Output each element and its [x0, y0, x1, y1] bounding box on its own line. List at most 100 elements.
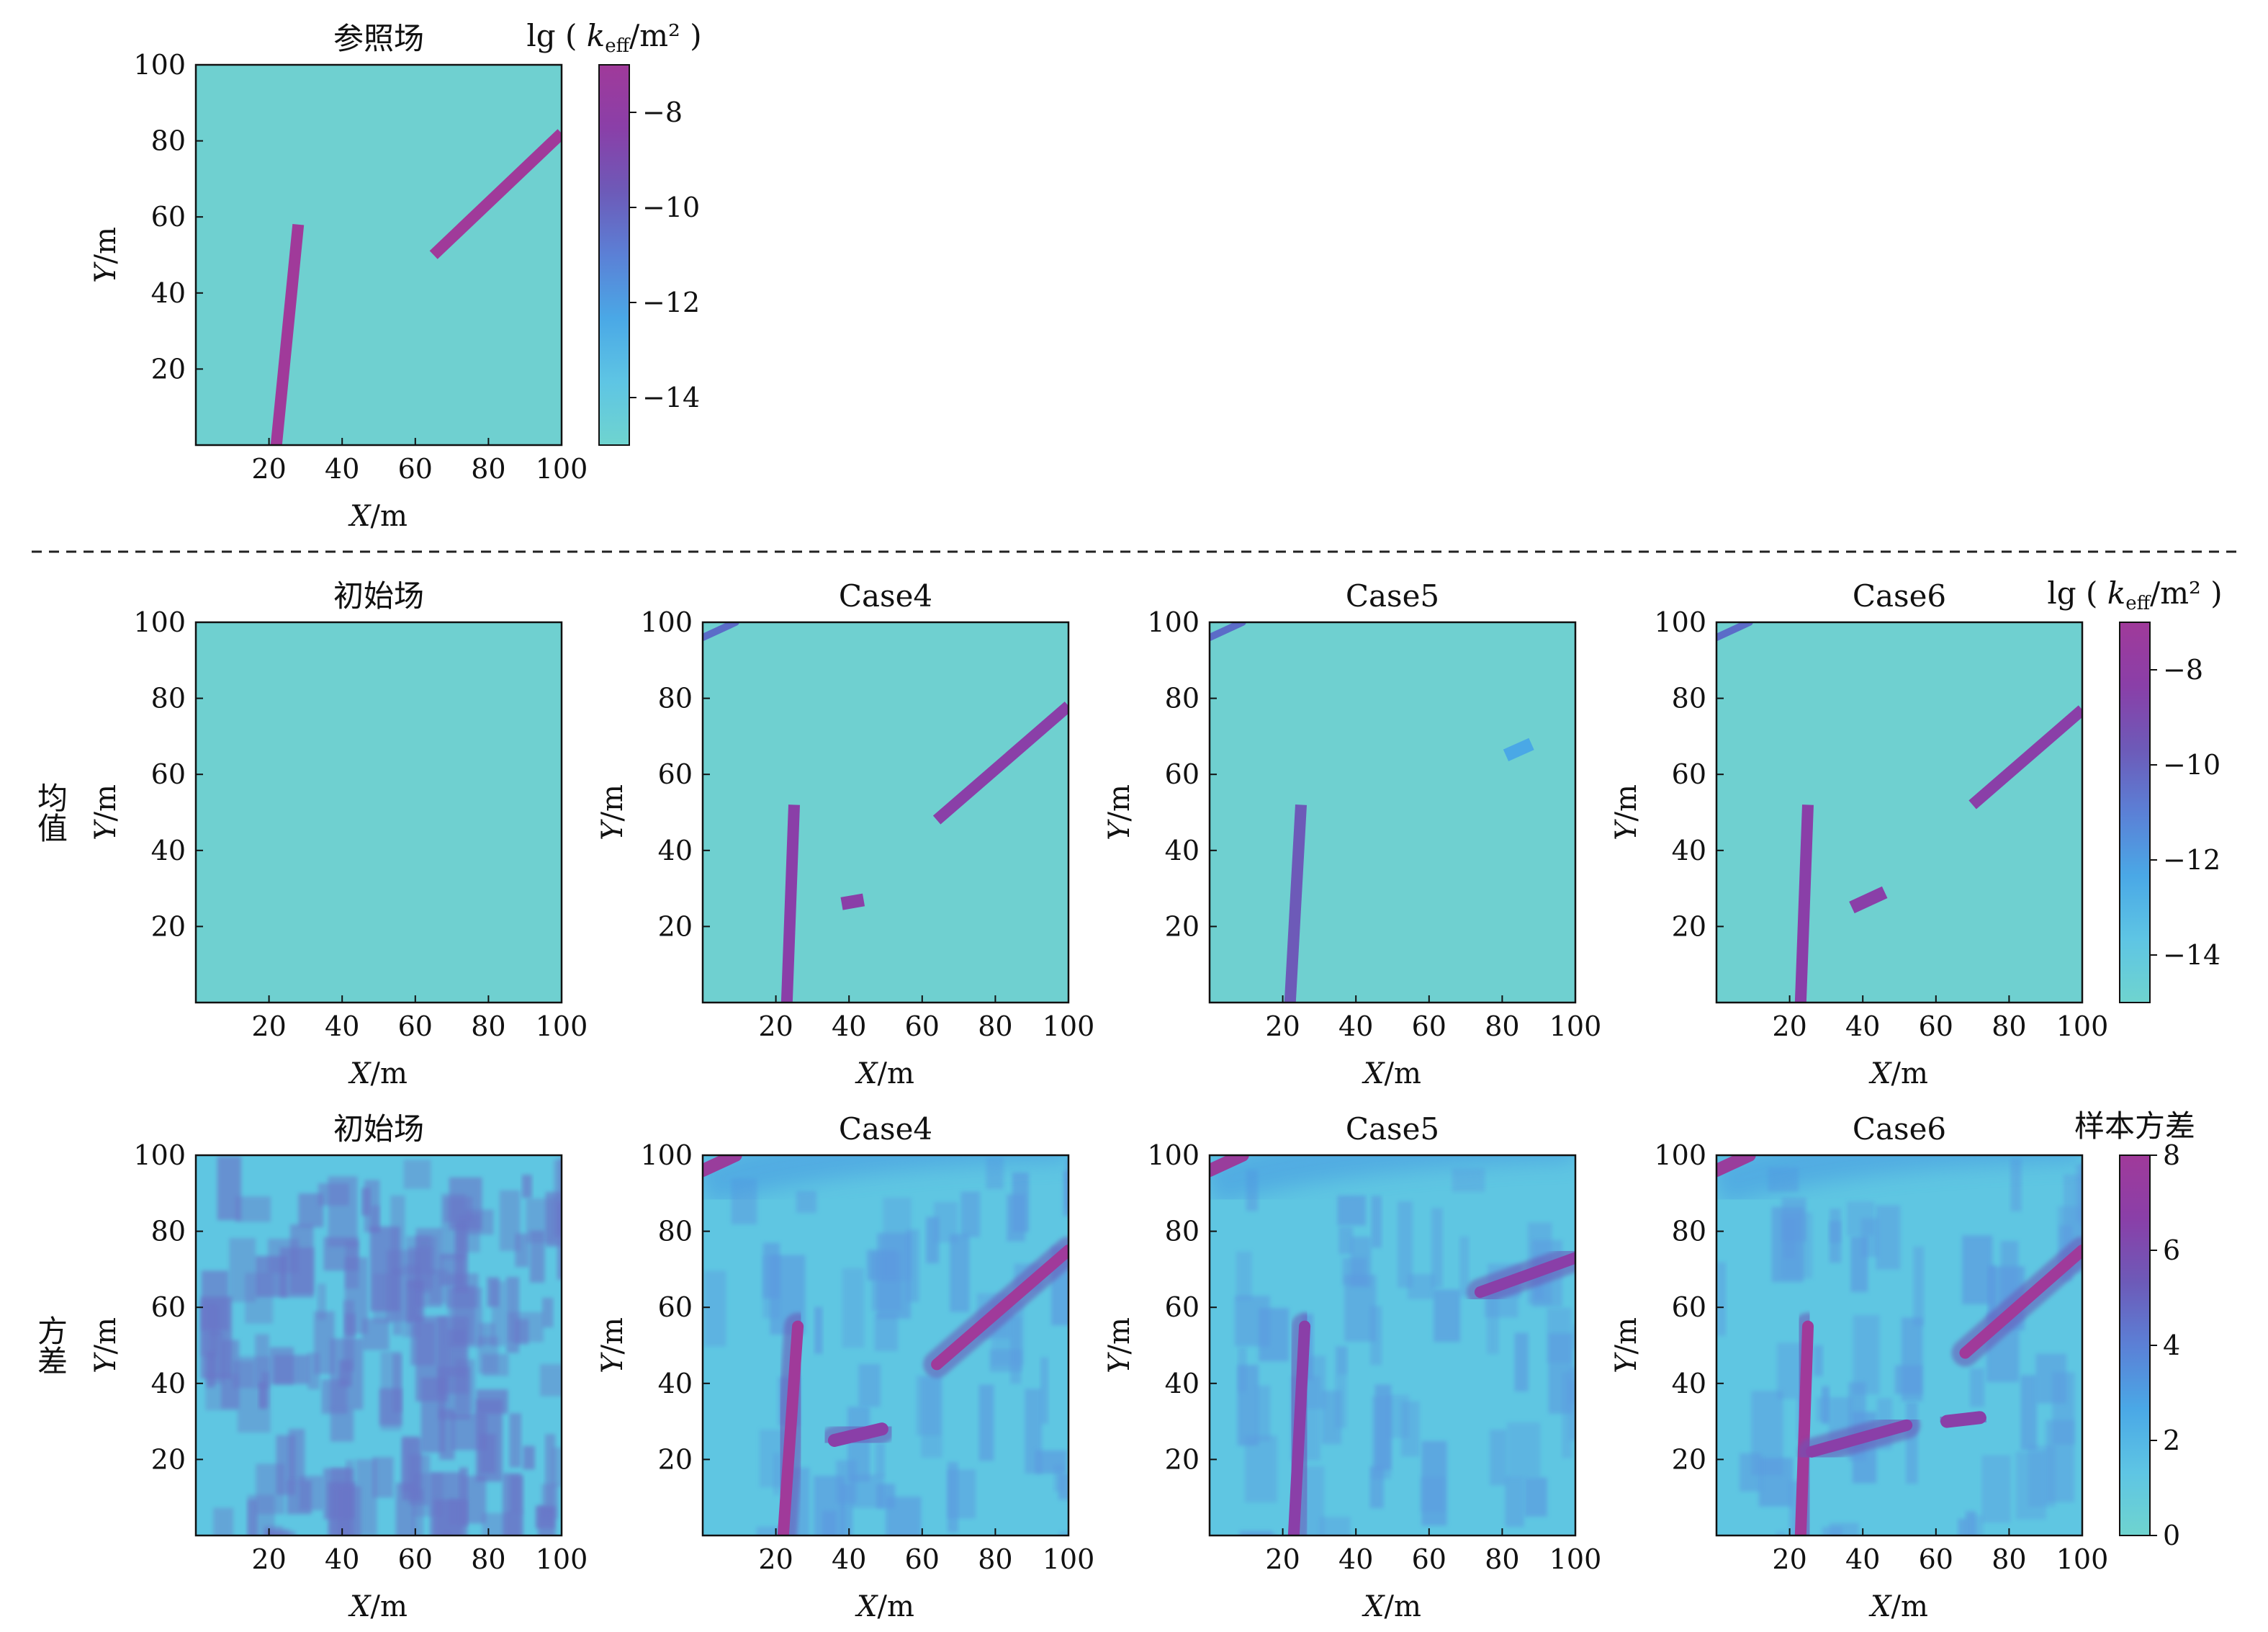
x-tick-label: 20	[1265, 1010, 1300, 1042]
x-tick-label: 100	[1549, 1543, 1602, 1575]
panel-title: Case4	[839, 578, 932, 614]
y-tick-label: 80	[1672, 1216, 1706, 1247]
variance-speckle	[1758, 1458, 1794, 1507]
y-tick-label: 100	[133, 49, 186, 81]
y-tick-label: 60	[1672, 758, 1706, 790]
panel-title: Case4	[839, 1111, 932, 1147]
panel-title: Case5	[1346, 578, 1439, 614]
y-tick-label: 40	[151, 277, 186, 309]
x-tick-label: 60	[1919, 1010, 1953, 1042]
x-tick-label: 40	[832, 1010, 866, 1042]
y-tick-label: 60	[658, 758, 693, 790]
variance-speckle	[1007, 1194, 1025, 1242]
heatmap-field	[196, 65, 562, 445]
y-tick-label: 60	[151, 758, 186, 790]
y-axis-label: Y/m	[89, 1317, 122, 1373]
heatmap-panel: 20 40 60 80 100 20 40 60 80 100 X/m Y/m 初始场	[89, 1111, 588, 1623]
colorbar-tick-label: 2	[2163, 1425, 2180, 1456]
variance-speckle	[1913, 1246, 1925, 1326]
variance-speckle	[2046, 1420, 2075, 1502]
variance-speckle	[1058, 1532, 1068, 1535]
variance-speckle	[330, 1338, 364, 1410]
x-tick-label: 100	[536, 453, 588, 485]
fracture-mark	[1849, 886, 1888, 914]
y-tick-label: 40	[1165, 835, 1200, 866]
x-axis-label: X/m	[1868, 1590, 1928, 1623]
plot-frame	[1208, 1154, 1577, 1537]
variance-speckle	[499, 1190, 521, 1251]
y-tick-label: 20	[151, 1443, 186, 1475]
colorbar-tick-label: 6	[2163, 1234, 2180, 1266]
x-tick-label: 20	[1772, 1543, 1806, 1575]
corner-streak	[1210, 622, 1246, 642]
y-tick-label: 100	[640, 1139, 693, 1171]
y-tick-label: 60	[1672, 1291, 1706, 1323]
variance-speckle	[526, 1198, 557, 1243]
y-tick-label: 100	[133, 1139, 186, 1171]
variance-speckle	[1398, 1201, 1413, 1288]
variance-speckle	[822, 1510, 837, 1535]
y-tick-label: 60	[658, 1291, 693, 1323]
variance-speckle	[1962, 1235, 1993, 1304]
y-tick-label: 60	[1165, 758, 1200, 790]
x-tick-label: 40	[325, 1010, 359, 1042]
variance-speckle	[235, 1196, 271, 1222]
variance-speckle	[1506, 1422, 1541, 1479]
y-tick-label: 80	[658, 683, 693, 714]
y-tick-label: 80	[1672, 683, 1706, 714]
x-tick-label: 20	[251, 453, 286, 485]
fracture-mark	[827, 1422, 888, 1447]
variance-speckle	[1847, 1201, 1875, 1236]
colorbar-tick-label: −12	[2163, 844, 2220, 876]
y-tick-label: 80	[1165, 1216, 1200, 1247]
variance-speckle	[1548, 1333, 1573, 1414]
heatmap-background	[1210, 622, 1575, 1003]
fracture-mark	[1287, 1320, 1311, 1535]
y-tick-label: 100	[133, 606, 186, 638]
y-tick-label: 20	[151, 353, 186, 385]
y-tick-label: 40	[658, 1368, 693, 1399]
variance-speckle	[444, 1196, 473, 1223]
y-tick-label: 80	[658, 1216, 693, 1247]
x-tick-label: 40	[1338, 1010, 1373, 1042]
variance-speckle	[883, 1197, 912, 1281]
plot-frame	[194, 621, 563, 1004]
x-tick-label: 80	[978, 1543, 1012, 1575]
x-tick-label: 100	[1549, 1010, 1602, 1042]
variance-speckle	[415, 1316, 448, 1402]
x-tick-label: 60	[398, 1543, 433, 1575]
y-tick-label: 20	[658, 1443, 693, 1475]
fracture-mark	[1794, 1320, 1814, 1535]
heatmap-background	[703, 622, 1068, 1003]
panel-title: 初始场	[333, 578, 424, 614]
panel-title: Case6	[1853, 1111, 1946, 1147]
plot-frame	[194, 63, 563, 447]
fracture-mark	[777, 1320, 804, 1535]
variance-speckle	[1958, 1518, 1968, 1535]
y-tick-label: 20	[1672, 1443, 1706, 1475]
colorbar: −8 −10 −12 −14 lg ( keff/m² )	[2047, 575, 2223, 1003]
y-axis-label: Y/m	[89, 784, 122, 840]
y-tick-label: 20	[1165, 1443, 1200, 1475]
x-tick-label: 40	[325, 1543, 359, 1575]
panel-title: Case6	[1853, 578, 1946, 614]
row-label-mean: 均值	[33, 782, 68, 843]
colorbar-tick-label: −14	[642, 382, 700, 413]
variance-speckle	[1040, 1357, 1049, 1424]
variance-speckle	[1025, 1389, 1043, 1474]
variance-speckle	[442, 1530, 451, 1535]
variance-speckle	[540, 1364, 562, 1396]
variance-speckle	[307, 1353, 320, 1390]
colorbar-tick-label: −14	[2163, 939, 2220, 971]
variance-speckle	[476, 1389, 508, 1414]
colorbar: −8 −10 −12 −14 lg ( keff/m² )	[526, 18, 702, 446]
variance-speckle	[2076, 1164, 2082, 1223]
variance-speckle	[1053, 1464, 1065, 1492]
y-tick-label: 20	[1165, 910, 1200, 942]
x-tick-label: 80	[1485, 1010, 1519, 1042]
variance-speckle	[1066, 1159, 1068, 1208]
variance-speckle	[1421, 1440, 1447, 1526]
x-axis-label: X/m	[1868, 1057, 1928, 1090]
colorbar-gradient	[2119, 622, 2151, 1003]
y-tick-label: 100	[1147, 1139, 1200, 1171]
